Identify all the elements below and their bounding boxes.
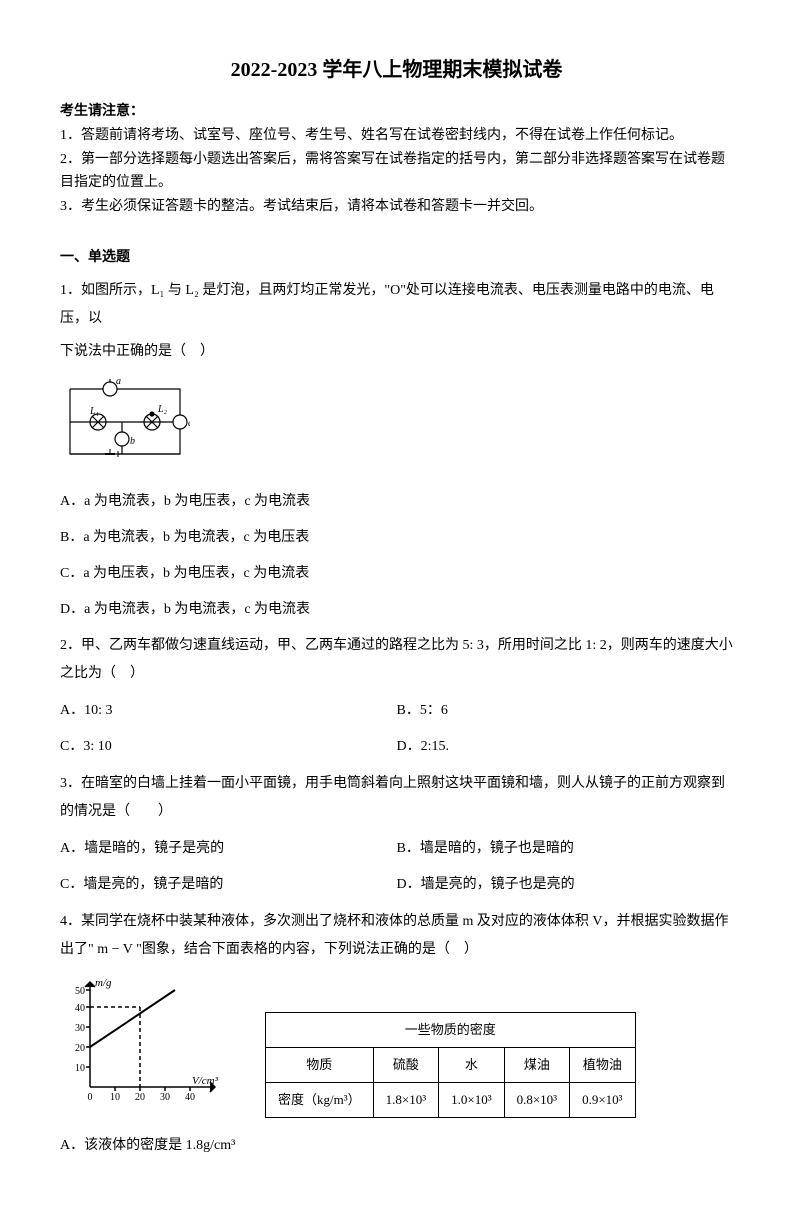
table-cell: 植物油 (570, 1047, 635, 1082)
q1-option-b: B．a 为电流表，b 为电流表，c 为电压表 (60, 524, 733, 552)
q4-chart: m/g V/cm³ 10 20 30 40 50 0 10 20 30 40 (60, 972, 225, 1118)
svg-text:40: 40 (75, 1003, 85, 1014)
q1-circuit-diagram: a L₁ L₂ b c (60, 374, 733, 480)
table-cell: 煤油 (504, 1047, 569, 1082)
q2-stem: 2．甲、乙两车都做匀速直线运动，甲、乙两车通过的路程之比为 5: 3，所用时间之… (60, 632, 733, 688)
svg-text:10: 10 (75, 1063, 85, 1074)
table-cell: 1.8×10³ (373, 1082, 438, 1117)
svg-text:V/cm³: V/cm³ (192, 1075, 219, 1087)
q2-options: A．10: 3 B．5：6 C．3: 10 D．2:15. (60, 693, 733, 765)
table-cell: 0.8×10³ (504, 1082, 569, 1117)
q3-option-c: C．墙是亮的，镜子是暗的 (60, 871, 397, 899)
q1-option-d: D．a 为电流表，b 为电流表，c 为电流表 (60, 596, 733, 624)
q1-stem-line1: 1．如图所示，L₁ 与 L₂ 是灯泡，且两灯均正常发光，"O"处可以连接电流表、… (60, 277, 733, 333)
svg-text:L₂: L₂ (157, 404, 168, 415)
table-header: 一些物质的密度 (266, 1012, 636, 1047)
q3-options: A．墙是暗的，镜子是亮的 B．墙是暗的，镜子也是暗的 C．墙是亮的，镜子是暗的 … (60, 831, 733, 903)
notice-heading: 考生请注意： (60, 100, 733, 124)
table-cell: 1.0×10³ (439, 1082, 504, 1117)
q2-option-d: D．2:15. (397, 733, 734, 761)
table-cell: 硫酸 (373, 1047, 438, 1082)
table-cell: 0.9×10³ (570, 1082, 635, 1117)
svg-text:m/g: m/g (95, 977, 112, 989)
notice-line-2: 2．第一部分选择题每小题选出答案后，需将答案写在试卷指定的括号内，第二部分非选择… (60, 148, 733, 196)
svg-text:20: 20 (75, 1043, 85, 1054)
q4-stem: 4．某同学在烧杯中装某种液体，多次测出了烧杯和液体的总质量 m 及对应的液体体积… (60, 908, 733, 964)
svg-text:a: a (116, 376, 121, 387)
q4-figure-row: m/g V/cm³ 10 20 30 40 50 0 10 20 30 40 一… (60, 972, 733, 1118)
svg-text:30: 30 (75, 1023, 85, 1034)
table-row2-label: 密度（kg/m³） (266, 1082, 374, 1117)
svg-text:40: 40 (185, 1092, 195, 1103)
q1-option-c: C．a 为电压表，b 为电压表，c 为电流表 (60, 560, 733, 588)
table-cell: 水 (439, 1047, 504, 1082)
svg-text:c: c (188, 418, 190, 429)
q4-option-a: A．该液体的密度是 1.8g/cm³ (60, 1132, 733, 1160)
q3-stem: 3．在暗室的白墙上挂着一面小平面镜，用手电筒斜着向上照射这块平面镜和墙，则人从镜… (60, 770, 733, 826)
svg-text:b: b (130, 436, 135, 447)
svg-text:L₁: L₁ (89, 406, 99, 417)
svg-text:30: 30 (160, 1092, 170, 1103)
q1-stem-line2: 下说法中正确的是（ ） (60, 338, 733, 366)
q1-options: A．a 为电流表，b 为电压表，c 为电流表 B．a 为电流表，b 为电流表，c… (60, 488, 733, 624)
svg-text:50: 50 (75, 986, 85, 997)
q2-option-c: C．3: 10 (60, 733, 397, 761)
notice-line-1: 1．答题前请将考场、试室号、座位号、考生号、姓名写在试卷密封线内，不得在试卷上作… (60, 124, 733, 148)
q2-option-b: B．5：6 (397, 697, 734, 725)
q3-option-a: A．墙是暗的，镜子是亮的 (60, 835, 397, 863)
page-title: 2022-2023 学年八上物理期末模拟试卷 (60, 50, 733, 90)
q1-option-a: A．a 为电流表，b 为电压表，c 为电流表 (60, 488, 733, 516)
q4-density-table: 一些物质的密度 物质 硫酸 水 煤油 植物油 密度（kg/m³） 1.8×10³… (265, 1012, 636, 1118)
svg-text:0: 0 (88, 1092, 93, 1103)
q3-option-b: B．墙是暗的，镜子也是暗的 (397, 835, 734, 863)
notice-line-3: 3．考生必须保证答题卡的整洁。考试结束后，请将本试卷和答题卡一并交回。 (60, 195, 733, 219)
svg-text:20: 20 (135, 1092, 145, 1103)
notice-block: 考生请注意： 1．答题前请将考场、试室号、座位号、考生号、姓名写在试卷密封线内，… (60, 100, 733, 219)
section-1-title: 一、单选题 (60, 244, 733, 272)
svg-text:10: 10 (110, 1092, 120, 1103)
table-row1-label: 物质 (266, 1047, 374, 1082)
q3-option-d: D．墙是亮的，镜子也是亮的 (397, 871, 734, 899)
q2-option-a: A．10: 3 (60, 697, 397, 725)
